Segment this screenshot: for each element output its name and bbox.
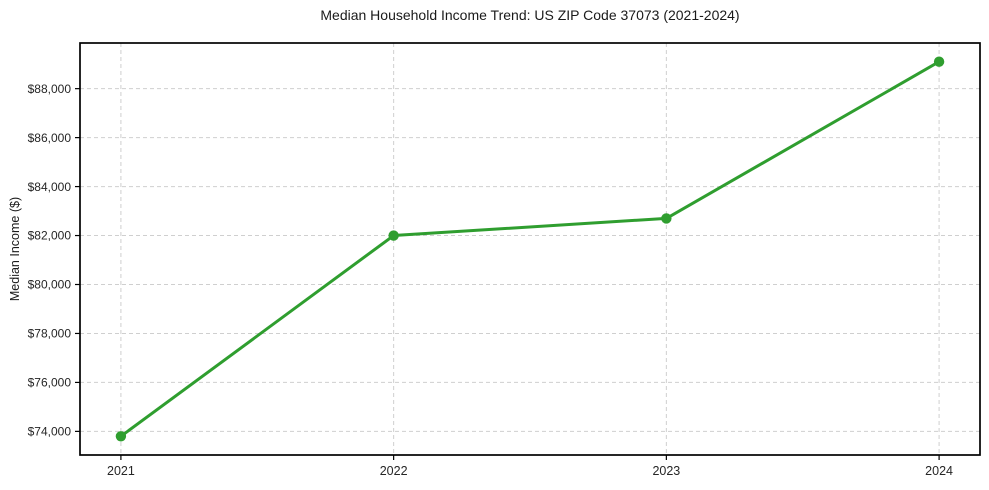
data-point-2023 bbox=[661, 213, 672, 224]
x-tick-label: 2021 bbox=[107, 464, 135, 478]
y-tick-label: $76,000 bbox=[28, 376, 72, 390]
y-tick-label: $74,000 bbox=[28, 425, 72, 439]
y-tick-label: $86,000 bbox=[28, 131, 72, 145]
y-tick-label: $78,000 bbox=[28, 327, 72, 341]
trend-line bbox=[119, 60, 941, 438]
y-tick-label: $84,000 bbox=[28, 180, 72, 194]
y-tick-label: $80,000 bbox=[28, 278, 72, 292]
data-point-2024 bbox=[933, 56, 945, 67]
x-tick-label: 2023 bbox=[652, 464, 680, 478]
x-tick-label: 2022 bbox=[380, 464, 408, 478]
x-tick-label: 2024 bbox=[925, 464, 953, 478]
y-tick-label: $82,000 bbox=[28, 229, 72, 243]
chart-title: Median Household Income Trend: US ZIP Co… bbox=[320, 7, 740, 23]
plot-border bbox=[79, 42, 981, 456]
data-point-2022 bbox=[388, 230, 399, 241]
y-tick-label: $88,000 bbox=[28, 82, 72, 96]
data-point-2021 bbox=[115, 431, 127, 442]
